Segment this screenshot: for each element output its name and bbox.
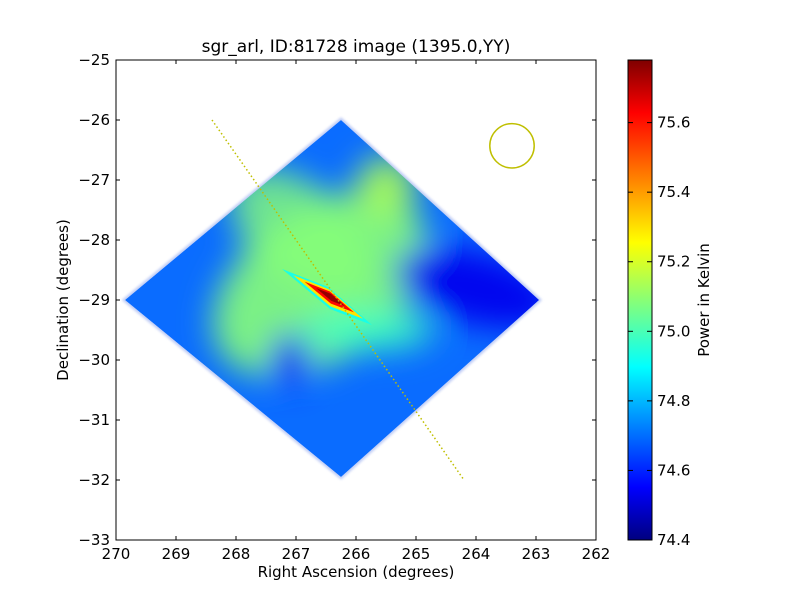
- heatmap-blob-cold-spot-s: [269, 333, 311, 387]
- colorbar-tick-label: 74.6: [657, 461, 690, 479]
- x-tick-label: 263: [522, 545, 551, 563]
- colorbar: 74.4 74.6 74.8 75.0 75.2 75.4 75.6 Power in Ke…: [627, 59, 713, 549]
- colorbar-tick-label: 74.4: [657, 531, 690, 549]
- y-tick-label: −27: [78, 171, 110, 189]
- y-tick-label: −31: [78, 411, 110, 429]
- beam-circle: [489, 122, 535, 169]
- y-tick-label: −26: [78, 111, 110, 129]
- y-axis: −33 −32 −31 −30 −29 −28 −27 −26 −25: [78, 51, 596, 549]
- y-tick-label: −25: [78, 51, 110, 69]
- galactic-plane-line: [211, 119, 465, 481]
- heatmap-blob-warm-lobe-se: [302, 309, 434, 351]
- x-tick-label: 266: [342, 545, 371, 563]
- y-tick-label: −28: [78, 231, 110, 249]
- y-axis-label: Declination (degrees): [54, 219, 72, 381]
- x-tick-label: 264: [462, 545, 491, 563]
- x-tick-label: 267: [282, 545, 311, 563]
- heatmap-blob-warm-lobe-nw: [230, 168, 374, 300]
- colorbar-gradient: [627, 59, 653, 541]
- x-axis: 270 269 268 267 266 265 264 263 262: [102, 60, 611, 563]
- heatmap: [121, 117, 543, 480]
- x-tick-label: 269: [162, 545, 191, 563]
- x-tick-label: 262: [582, 545, 611, 563]
- colorbar-tick-label: 75.0: [657, 322, 690, 340]
- y-tick-label: −30: [78, 351, 110, 369]
- x-tick-label: 270: [102, 545, 131, 563]
- chart-title: sgr_arl, ID:81728 image (1395.0,YY): [202, 37, 511, 57]
- colorbar-tick-label: 75.2: [657, 253, 690, 271]
- peak-star-core: [316, 288, 345, 306]
- colorbar-tick-label: 75.6: [657, 114, 690, 132]
- x-tick-label: 268: [222, 545, 251, 563]
- y-tick-label: −32: [78, 471, 110, 489]
- y-tick-label: −29: [78, 291, 110, 309]
- x-axis-label: Right Ascension (degrees): [258, 563, 455, 581]
- x-tick-label: 265: [402, 545, 431, 563]
- y-tick-label: −33: [78, 531, 110, 549]
- colorbar-tick-label: 74.8: [657, 392, 690, 410]
- colorbar-tick-label: 75.4: [657, 183, 690, 201]
- colorbar-label: Power in Kelvin: [695, 243, 713, 357]
